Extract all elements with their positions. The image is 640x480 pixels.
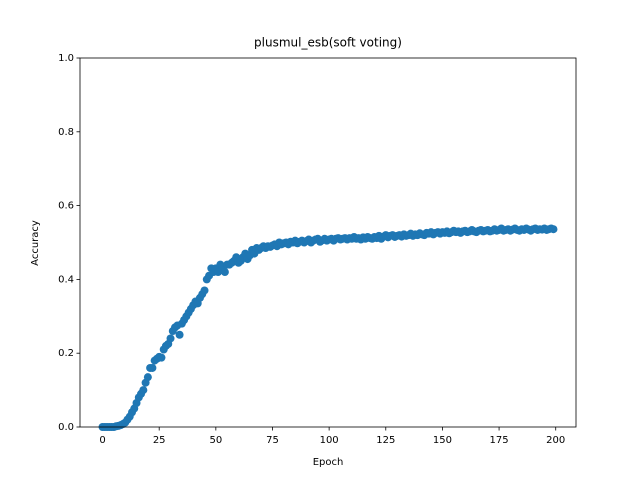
x-tick-label: 75 <box>266 435 279 446</box>
point <box>549 225 558 234</box>
y-axis-label: Accuracy <box>30 220 41 266</box>
x-tick-label: 175 <box>490 435 509 446</box>
x-tick-label: 125 <box>376 435 395 446</box>
chart-title: plusmul_esb(soft voting) <box>254 36 402 50</box>
x-axis-label: Epoch <box>313 457 344 468</box>
y-tick-label: 1.0 <box>58 53 74 64</box>
y-tick-label: 0.0 <box>58 422 74 433</box>
x-tick-label: 150 <box>433 435 452 446</box>
point <box>166 334 175 343</box>
y-tick-label: 0.2 <box>58 348 74 359</box>
point <box>175 330 184 339</box>
x-tick-label: 200 <box>546 435 565 446</box>
x-tick-label: 50 <box>209 435 222 446</box>
point <box>214 268 223 277</box>
point <box>220 268 229 277</box>
x-tick-label: 100 <box>320 435 339 446</box>
point <box>148 363 157 372</box>
point <box>139 386 148 395</box>
point <box>143 373 152 382</box>
y-tick-label: 0.6 <box>58 201 74 212</box>
point <box>157 353 166 362</box>
y-tick-label: 0.4 <box>58 274 74 285</box>
point <box>200 286 209 295</box>
axes-frame <box>79 57 577 428</box>
x-tick-label: 25 <box>153 435 166 446</box>
x-tick-label: 0 <box>99 435 105 446</box>
y-tick-label: 0.8 <box>58 127 74 138</box>
